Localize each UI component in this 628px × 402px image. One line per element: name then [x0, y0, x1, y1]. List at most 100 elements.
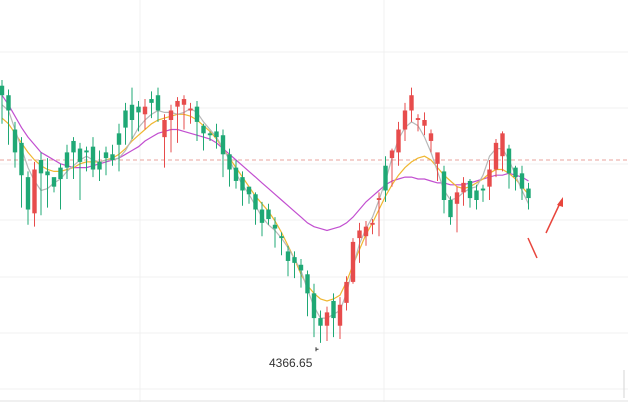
candle-body: [305, 274, 310, 294]
candle: [84, 146, 89, 172]
candle-body: [467, 180, 473, 199]
candle-body: [487, 169, 492, 187]
candle-body: [324, 312, 330, 326]
candle: [493, 139, 499, 178]
candle: [45, 158, 50, 208]
candle: [188, 102, 193, 124]
candle-body: [84, 150, 89, 153]
candle-body: [435, 152, 440, 164]
candle: [227, 148, 232, 187]
candle-body: [253, 194, 258, 210]
candle: [305, 270, 310, 317]
candle-body: [25, 177, 31, 210]
candle: [506, 144, 512, 189]
candle-body: [344, 281, 349, 303]
candles-layer: [0, 80, 531, 343]
candle: [71, 137, 76, 180]
candle-body: [363, 226, 369, 237]
candle-body: [45, 171, 50, 176]
candle-body: [188, 108, 193, 111]
candle-body: [181, 99, 187, 105]
candle: [350, 238, 356, 284]
candle-body: [142, 106, 148, 115]
candle: [292, 251, 297, 279]
candle: [513, 165, 518, 191]
ma-short-line: [1, 104, 530, 319]
candle-body: [298, 264, 304, 271]
candle: [129, 87, 135, 140]
candle-body: [123, 110, 128, 128]
candle: [194, 100, 200, 141]
candle: [58, 163, 63, 210]
candle: [64, 144, 70, 180]
candle: [253, 192, 258, 225]
candle: [97, 150, 102, 181]
candle-body: [519, 173, 525, 189]
candle-body: [493, 142, 499, 170]
candle: [149, 91, 154, 119]
candle-body: [266, 209, 271, 220]
candle: [435, 152, 440, 181]
candle-body: [441, 171, 447, 200]
candle-body: [480, 188, 486, 191]
candle-body: [292, 257, 297, 263]
candle-body: [12, 129, 18, 153]
forecast-arrow-head: [557, 197, 563, 207]
candle-body: [311, 293, 317, 319]
candle: [38, 152, 44, 216]
candle-body: [129, 104, 135, 120]
candle: [448, 196, 453, 225]
candle-body: [116, 133, 122, 145]
forecast-arrow-down-leg: [527, 237, 538, 259]
candle-body: [110, 154, 115, 160]
candle: [324, 306, 330, 341]
candle: [240, 171, 245, 206]
candle: [123, 102, 128, 145]
candle: [142, 99, 148, 130]
candle-body: [383, 165, 388, 191]
candle-body: [58, 167, 63, 180]
candle-body: [422, 120, 427, 126]
candle-body: [155, 95, 161, 111]
candle: [376, 192, 382, 237]
candle: [285, 245, 291, 277]
candle: [207, 131, 213, 141]
candle: [175, 97, 180, 143]
ma-long-line: [1, 94, 529, 232]
candle-body: [357, 230, 362, 239]
candle-body: [279, 236, 284, 239]
candle-body: [350, 241, 356, 282]
candle-body: [337, 304, 343, 326]
low-price-label: 4366.65: [269, 356, 313, 370]
candle: [214, 123, 219, 149]
candle-body: [318, 318, 323, 326]
candle: [19, 137, 24, 208]
candle: [526, 182, 531, 210]
candle: [25, 171, 31, 225]
candle: [370, 219, 375, 235]
candle: [454, 186, 460, 233]
candle-body: [448, 200, 453, 218]
candle: [500, 131, 505, 172]
annotation-layer: [315, 197, 563, 352]
candle: [266, 203, 271, 225]
candle-body: [370, 222, 375, 225]
candle: [162, 114, 167, 168]
candle-body: [32, 169, 37, 214]
candle-body: [259, 209, 265, 223]
candle-body: [201, 125, 206, 134]
candle-body: [136, 106, 141, 113]
candle-body: [168, 110, 174, 120]
candle-body: [149, 99, 154, 103]
candle-body: [220, 135, 226, 155]
candle: [474, 184, 479, 210]
candle: [357, 222, 362, 263]
candle: [311, 283, 317, 338]
candle-body: [233, 167, 239, 181]
candle-body: [207, 133, 213, 136]
candle-body: [240, 177, 245, 191]
candle-body: [6, 95, 11, 111]
candle-body: [19, 142, 24, 176]
candle-body: [409, 95, 414, 111]
candle-body: [38, 160, 44, 174]
